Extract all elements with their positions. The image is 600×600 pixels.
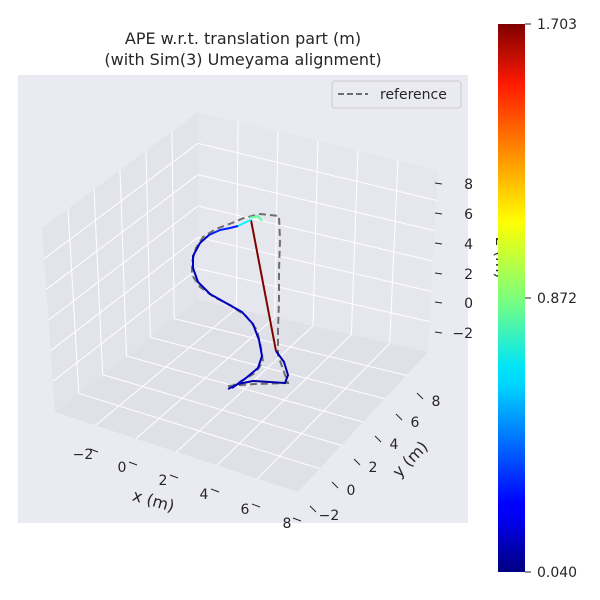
legend-box: [331, 80, 462, 109]
pane-gridlines: [43, 121, 437, 480]
tick-marks: [89, 182, 443, 522]
colorbar-min-label: 0.040: [537, 565, 577, 581]
estimate-trajectory-segment: [227, 350, 289, 390]
colorbar-mid-label: 0.872: [537, 291, 577, 307]
x-tick-label: 0: [118, 460, 127, 476]
y-tick-mark: [416, 392, 424, 400]
y-tick-label: −2: [319, 508, 340, 524]
x-tick-labels: −2 0 2 4 6 8: [73, 447, 292, 532]
y-tick-label: 8: [432, 394, 441, 410]
y-gridline: [174, 318, 407, 376]
back-pane: [198, 112, 438, 352]
y-tick-label: 2: [369, 460, 378, 476]
y-tick-label: 0: [347, 483, 356, 499]
estimate-trajectory-segment: [248, 215, 263, 222]
x-tick-mark: [89, 448, 99, 453]
y-tick-label: 4: [390, 437, 399, 453]
y-tick-mark: [353, 458, 361, 466]
x-tick-label: 6: [241, 502, 250, 518]
y-tick-mark: [395, 413, 403, 421]
legend-reference-label: reference: [380, 87, 447, 103]
z-tick-mark: [434, 212, 443, 215]
estimate-trajectory-segment: [237, 219, 252, 227]
z-tick-label: 2: [464, 267, 473, 283]
z-tick-label: 0: [464, 296, 473, 312]
estimate-trajectory-segment: [208, 225, 239, 236]
z-tick-label: 6: [464, 207, 473, 223]
colorbar: 1.703 0.872 0.040: [498, 17, 577, 581]
x-tick-label: 8: [283, 516, 292, 532]
colorbar-max-label: 1.703: [537, 17, 577, 33]
z-tick-mark: [434, 301, 443, 304]
y-tick-mark: [331, 481, 339, 489]
x-tick-mark: [251, 503, 261, 508]
estimate-trajectory-segment: [192, 234, 263, 389]
z-gridline: [197, 142, 437, 201]
left-pane: [42, 112, 198, 412]
x-tick-label: −2: [73, 447, 94, 463]
y-tick-label: 6: [411, 415, 420, 431]
x-tick-mark: [169, 474, 179, 479]
y-tick-mark: [309, 505, 317, 513]
z-tick-mark: [434, 272, 443, 275]
estimate-trajectory-layer: [192, 215, 289, 390]
x-tick-mark: [128, 461, 138, 466]
x-tick-label: 4: [200, 487, 209, 503]
z-tick-labels: −2 0 2 4 6 8: [452, 177, 473, 342]
x-tick-label: 2: [159, 473, 168, 489]
estimate-trajectory-segment: [250, 219, 277, 352]
z-tick-mark: [434, 182, 443, 185]
z-tick-label: −2: [452, 326, 473, 342]
z-tick-label: 8: [464, 177, 473, 193]
x-tick-mark: [210, 488, 220, 493]
colorbar-gradient: [498, 24, 525, 572]
legend: reference: [331, 80, 462, 109]
z-tick-label: 4: [464, 237, 473, 253]
z-gridline: [43, 142, 199, 260]
y-tick-mark: [374, 435, 382, 443]
chart-title-line-2: (with Sim(3) Umeyama alignment): [104, 50, 381, 69]
x-tick-mark: [292, 517, 302, 522]
z-axis-label: z (m): [492, 237, 511, 279]
floor-pane: [55, 300, 428, 492]
chart-title-line-1: APE w.r.t. translation part (m): [125, 29, 361, 48]
z-tick-mark: [434, 242, 443, 245]
y-tick-labels: −2 0 2 4 6 8: [319, 394, 441, 524]
z-tick-mark: [434, 331, 443, 334]
